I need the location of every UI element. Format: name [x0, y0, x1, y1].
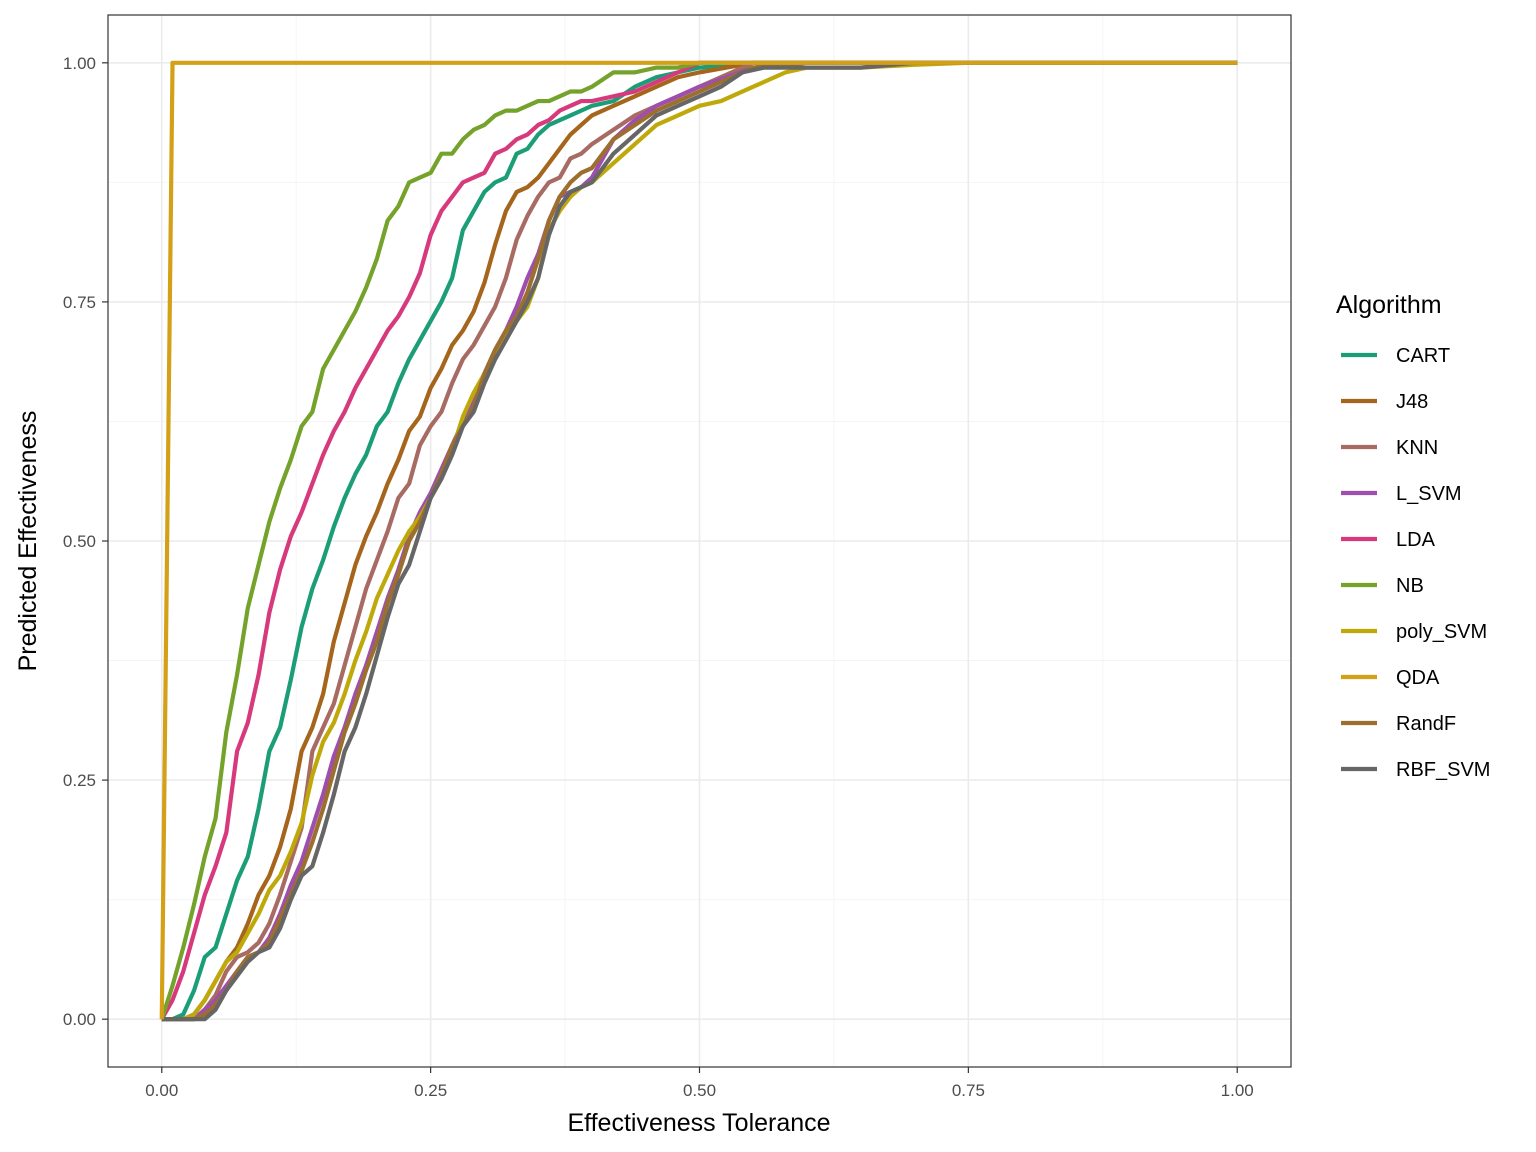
x-tick-label: 0.25 — [414, 1081, 447, 1100]
legend-label-l-svm: L_SVM — [1396, 483, 1462, 505]
legend-label-rbf-svm: RBF_SVM — [1396, 759, 1490, 781]
y-axis-ticks: 0.00 0.25 0.50 0.75 1.00 — [63, 54, 108, 1029]
y-tick-label: 0.00 — [63, 1010, 96, 1029]
x-tick-label: 1.00 — [1221, 1081, 1254, 1100]
legend-title: Algorithm — [1336, 291, 1442, 319]
legend-label-randf: RandF — [1396, 713, 1456, 735]
legend-label-qda: QDA — [1396, 667, 1440, 689]
x-axis-title: Effectiveness Tolerance — [567, 1109, 830, 1137]
y-tick-label: 0.25 — [63, 771, 96, 790]
x-tick-label: 0.00 — [145, 1081, 178, 1100]
series-line-cart — [161, 60, 1238, 1022]
series-line-j48 — [161, 60, 1238, 1022]
x-tick-label: 0.50 — [683, 1081, 716, 1100]
y-tick-label: 1.00 — [63, 54, 96, 73]
legend-label-poly-svm: poly_SVM — [1396, 621, 1487, 643]
series-line-qda — [159, 60, 1238, 1020]
series-line-rbf-svm — [161, 60, 1238, 1022]
y-tick-label: 0.75 — [63, 293, 96, 312]
x-axis-ticks: 0.00 0.25 0.50 0.75 1.00 — [145, 1067, 1254, 1100]
y-tick-label: 0.50 — [63, 532, 96, 551]
legend: Algorithm CART J48 KNN L_SVM LDA NB poly_SVM QD… — [1336, 291, 1490, 781]
legend-label-cart: CART — [1396, 345, 1450, 367]
x-tick-label: 0.75 — [952, 1081, 985, 1100]
series-line-nb — [159, 60, 1238, 1020]
series-lines — [159, 60, 1238, 1022]
series-line-lda — [159, 60, 1238, 1021]
legend-label-knn: KNN — [1396, 437, 1438, 459]
y-axis-title: Predicted Effectiveness — [14, 411, 42, 672]
series-line-knn — [161, 60, 1238, 1022]
legend-label-j48: J48 — [1396, 391, 1428, 413]
legend-label-lda: LDA — [1396, 529, 1436, 551]
legend-label-nb: NB — [1396, 575, 1424, 597]
